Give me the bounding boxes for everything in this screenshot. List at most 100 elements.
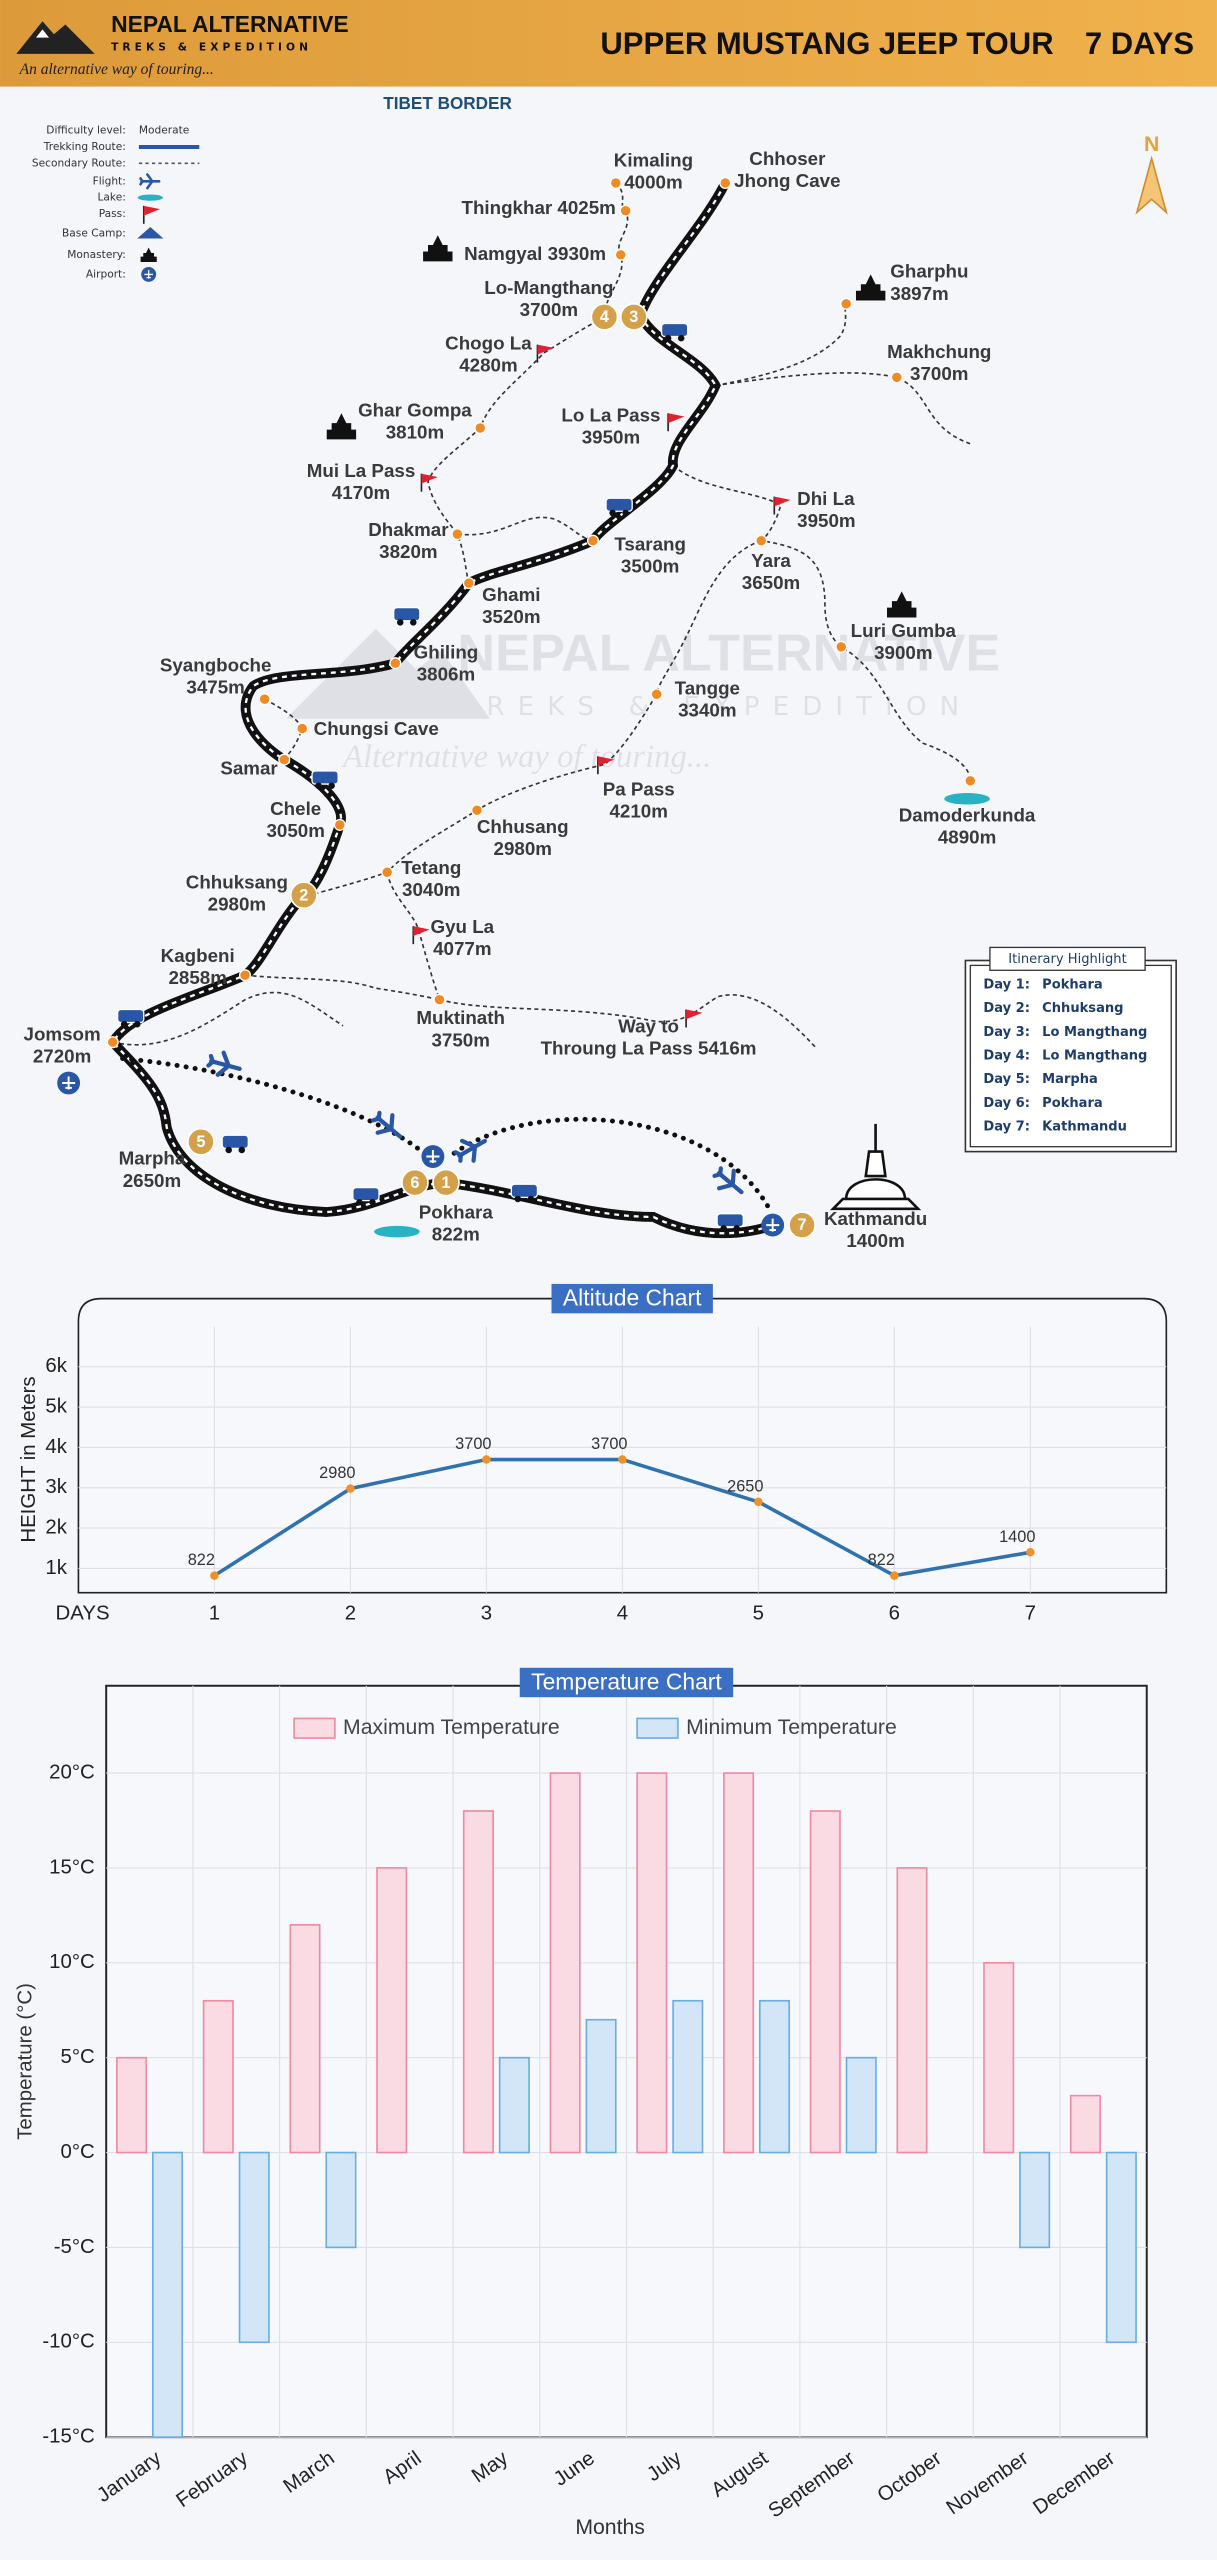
itinerary-place: Kathmandu <box>1042 1120 1127 1135</box>
monastery-icon <box>887 591 917 618</box>
plane-icon <box>206 1050 242 1077</box>
road-dashes <box>111 182 774 1235</box>
day-badge <box>788 1211 816 1239</box>
day-badge-label: 4 <box>600 308 609 326</box>
bar <box>1069 2094 1101 2154</box>
day-badge-label: 7 <box>798 1216 807 1234</box>
secondary-route <box>112 991 344 1046</box>
jeep-icon <box>605 497 633 512</box>
watermark-subtitle: TREKS & EXPEDITION <box>456 692 972 722</box>
y-tick-label: 3k <box>45 1476 67 1498</box>
bar <box>896 1867 928 2154</box>
border-label: TIBET BORDER <box>383 93 512 113</box>
x-tick-label: 6 <box>889 1602 900 1624</box>
bar <box>325 2151 357 2249</box>
jeep-wheel <box>733 1225 740 1232</box>
monastery-icon <box>326 413 357 440</box>
day-badge-label: 6 <box>410 1174 419 1192</box>
place-label: Chogo La <box>445 333 532 354</box>
place-label: 2650m <box>123 1170 181 1191</box>
itinerary-day: Day 5: <box>983 1072 1030 1087</box>
place-label: Muktinath <box>416 1007 505 1028</box>
chart-title-bg <box>519 1667 734 1698</box>
flag-icon <box>537 344 554 355</box>
place-label: 3520m <box>482 606 540 627</box>
place-label: Samar <box>220 757 278 778</box>
day-badge-label: 3 <box>629 308 638 326</box>
y-tick-label: 6k <box>45 1355 67 1377</box>
plane-icon <box>139 173 161 190</box>
x-tick-label: 5 <box>753 1602 764 1624</box>
bar <box>723 1772 755 2154</box>
secondary-route <box>244 974 440 1001</box>
place-dot <box>462 577 475 590</box>
bar <box>845 2056 877 2154</box>
day-badge <box>590 303 619 331</box>
day-badge-label: 1 <box>441 1174 450 1192</box>
line-point <box>754 1497 763 1507</box>
place-label: 3340m <box>678 699 736 720</box>
place-dot <box>586 534 600 547</box>
flight-route <box>451 1116 774 1215</box>
place-label: 4170m <box>332 482 390 503</box>
place-dot <box>239 969 252 982</box>
itinerary-day: Day 1: <box>983 977 1030 992</box>
x-tick-label: September <box>765 2447 860 2522</box>
x-tick-label: October <box>874 2447 946 2507</box>
day-badge-label: 2 <box>299 886 308 904</box>
place-label: Damoderkunda <box>899 805 1036 826</box>
x-axis-label: Months <box>575 2516 645 2539</box>
place-label: 2858m <box>168 967 226 988</box>
line-point <box>482 1455 491 1464</box>
y-tick-label: -10°C <box>42 2331 94 2353</box>
bar <box>549 1772 581 2154</box>
place-label: Jhong Cave <box>734 170 840 191</box>
place-label: Jomsom <box>24 1024 101 1045</box>
x-tick-label: 3 <box>481 1602 492 1624</box>
place-label: Dhi La <box>797 488 855 509</box>
legend-icon <box>137 227 164 239</box>
place-dot <box>474 421 487 435</box>
lake-icon <box>137 194 163 201</box>
place-label: Gharphu <box>890 261 968 282</box>
x-tick-label: 4 <box>617 1602 628 1624</box>
y-tick-label: 5°C <box>61 2046 95 2068</box>
jeep-wheel <box>315 782 322 789</box>
place-label: Pokhara <box>419 1202 494 1223</box>
legend-label: Lake: <box>98 191 126 204</box>
airport-glyph <box>144 270 153 279</box>
place-dot <box>650 688 663 701</box>
x-tick-label: December <box>1029 2447 1119 2519</box>
jeep-wheel <box>225 1146 232 1154</box>
bar <box>116 2056 148 2154</box>
chart-title-bg <box>551 1283 713 1314</box>
x-tick-label: March <box>280 2447 339 2498</box>
secondary-route <box>386 872 441 1000</box>
place-dot <box>470 804 484 817</box>
place-dot <box>106 1036 119 1049</box>
place-label: Ghiling <box>414 641 479 662</box>
y-tick-label: 15°C <box>49 1856 95 1878</box>
y-axis-label: HEIGHT in Meters <box>18 1376 40 1542</box>
airport-glyph <box>426 1149 440 1164</box>
bar <box>983 1961 1015 2154</box>
jeep-wheel <box>720 1225 727 1232</box>
north-label: N <box>1144 133 1159 156</box>
place-label: Chhoser <box>749 148 826 169</box>
itinerary-day: Day 2: <box>983 1001 1030 1016</box>
place-label: Luri Gumba <box>851 620 957 641</box>
itinerary-box: Itinerary Highlight <box>964 946 1177 1153</box>
north-arrow: N <box>1135 133 1168 215</box>
place-label: Chhusang <box>477 816 569 837</box>
jeep-wheel <box>622 509 629 517</box>
place-dot <box>333 818 346 831</box>
line-point <box>210 1571 219 1580</box>
day-badge <box>619 303 648 331</box>
jeep-wheel <box>120 1020 128 1028</box>
place-dot <box>835 640 848 653</box>
place-label: Tsarang <box>614 534 686 555</box>
bar <box>809 1810 841 2154</box>
data-label: 3700 <box>591 1435 627 1453</box>
legend-label: Maximum Temperature <box>343 1716 560 1739</box>
itinerary-day: Day 7: <box>983 1120 1030 1135</box>
